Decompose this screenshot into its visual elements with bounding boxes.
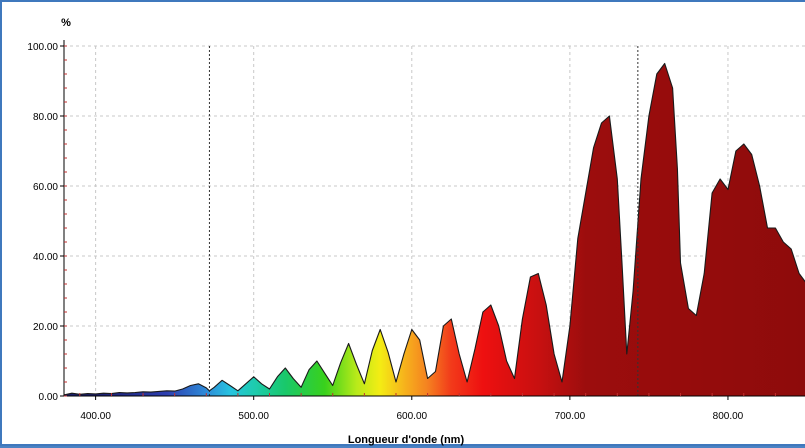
x-tick-label: 400.00 — [80, 411, 111, 422]
spectrum-area — [64, 63, 805, 396]
y-tick-label: 80.00 — [33, 112, 58, 123]
x-tick-label: 500.00 — [238, 411, 269, 422]
y-tick-label: 40.00 — [33, 252, 58, 263]
y-tick-label: 0.00 — [39, 392, 59, 403]
spectrum-line — [63, 62, 805, 396]
y-axis-title: % — [61, 17, 71, 29]
x-tick-label: 600.00 — [396, 411, 427, 422]
x-axis-title: Longueur d'onde (nm) — [348, 434, 465, 446]
y-tick-label: 20.00 — [33, 322, 58, 333]
y-tick-label: 60.00 — [33, 182, 58, 193]
y-tick-label: 100.00 — [27, 42, 58, 53]
x-tick-label: 800.00 — [713, 411, 744, 422]
x-tick-label: 700.00 — [555, 411, 586, 422]
